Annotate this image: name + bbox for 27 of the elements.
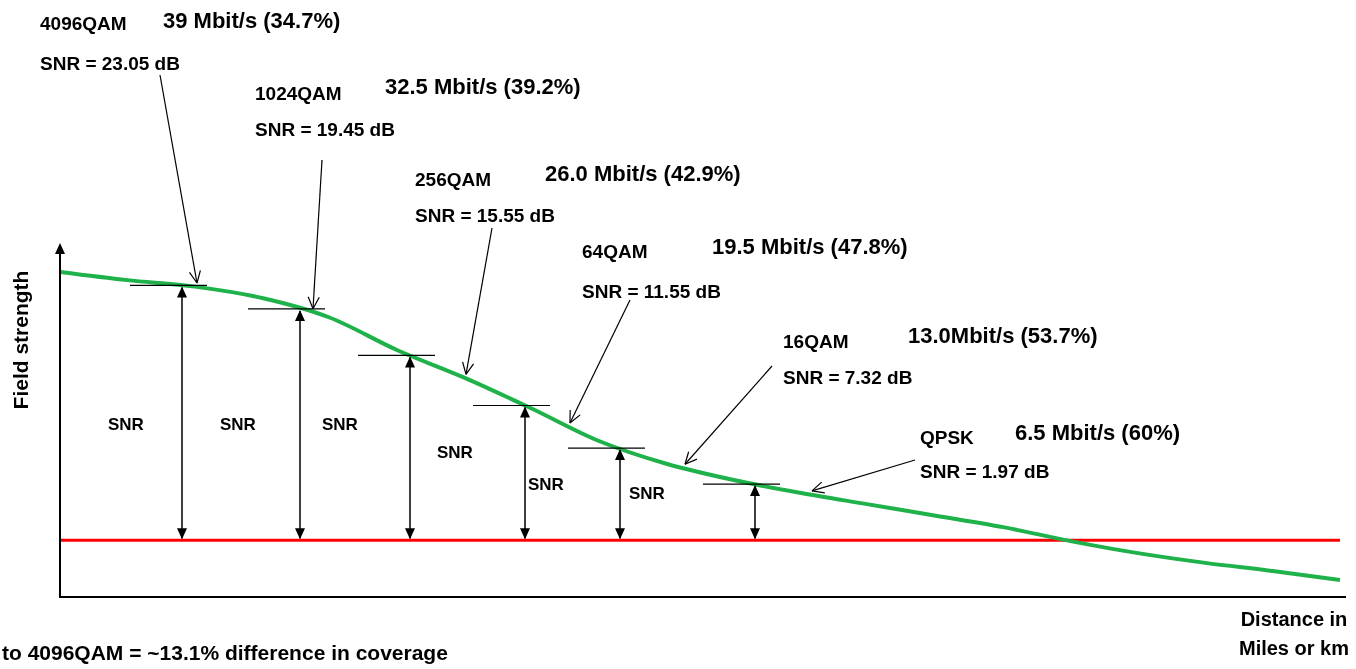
annotation: SNR: [437, 443, 473, 462]
text: 256QAM: [415, 169, 492, 190]
annotation: 16QAM: [783, 331, 849, 352]
annotation: SNR: [528, 475, 564, 494]
x-axis-title: Distance in Miles or km: [1238, 608, 1350, 659]
text: SNR = 15.55 dB: [415, 205, 555, 226]
text: 4096QAM: [40, 13, 127, 34]
annotation: SNR: [220, 415, 256, 434]
text: 19.5 Mbit/s (47.8%): [712, 234, 908, 259]
annotation: 13.0Mbit/s (53.7%): [908, 323, 1098, 348]
text: 39 Mbit/s (34.7%): [163, 8, 341, 33]
annotation: SNR: [322, 415, 358, 434]
annotation: SNR = 11.55 dB: [582, 281, 721, 302]
text: SNR = 23.05 dB: [40, 53, 180, 74]
text: to 4096QAM = ~13.1% difference in coverage: [2, 641, 448, 664]
annotation: SNR = 7.32 dB: [783, 367, 913, 388]
annotation: QPSK: [920, 427, 975, 448]
text: SNR = 19.45 dB: [255, 119, 395, 140]
text: 64QAM: [582, 241, 648, 262]
text: 32.5 Mbit/s (39.2%): [385, 74, 581, 99]
annotation: 6.5 Mbit/s (60%): [1015, 420, 1181, 445]
annotation: SNR: [629, 484, 665, 503]
text: 26.0 Mbit/s (42.9%): [545, 161, 741, 186]
annotation: SNR: [108, 415, 144, 434]
annotation: SNR = 1.97 dB: [920, 461, 1050, 482]
text: 1024QAM: [255, 83, 342, 104]
y-axis-title: Field strength: [9, 270, 32, 410]
